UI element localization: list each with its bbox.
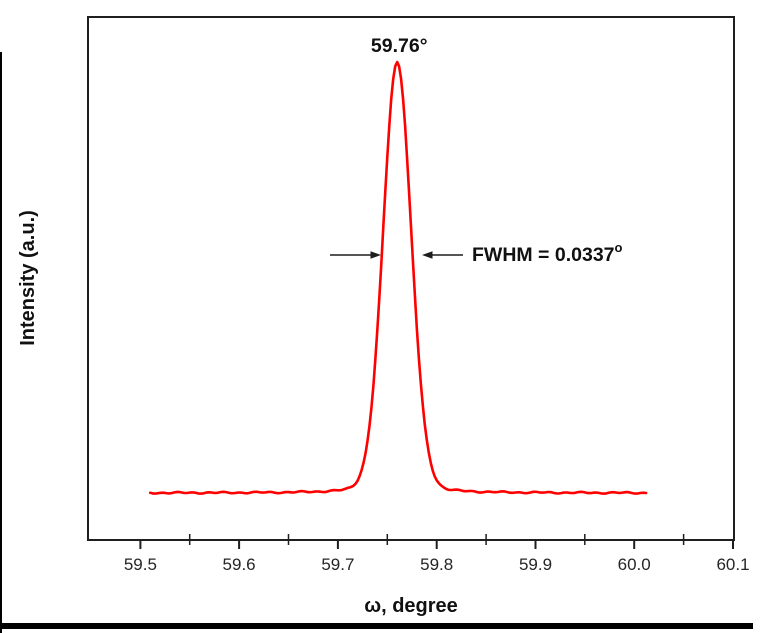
x-tick-label: 59.7 bbox=[321, 555, 354, 574]
x-tick-label: 59.9 bbox=[519, 555, 552, 574]
x-tick-label: 59.5 bbox=[124, 555, 157, 574]
x-tick-label: 60.0 bbox=[618, 555, 651, 574]
x-tick-label: 59.8 bbox=[420, 555, 453, 574]
fwhm-arrows bbox=[330, 251, 463, 259]
x-axis-title: ω, degree bbox=[364, 595, 458, 617]
fwhm-right-arrowhead bbox=[422, 251, 433, 259]
x-tick-label: 59.6 bbox=[223, 555, 256, 574]
x-axis-tick-labels: 59.5 59.6 59.7 59.8 59.9 60.0 60.1 bbox=[124, 555, 750, 574]
fwhm-annotation: FWHM = 0.0337o bbox=[472, 240, 623, 266]
fwhm-annotation-text: FWHM = 0.0337 bbox=[472, 244, 615, 266]
y-axis-title: Intensity (a.u.) bbox=[17, 210, 39, 346]
x-axis-ticks bbox=[139, 534, 734, 549]
rocking-curve-line bbox=[148, 60, 648, 495]
image-border-bottom bbox=[0, 623, 753, 629]
fwhm-annotation-degree-superscript: o bbox=[615, 240, 623, 255]
image-border-left bbox=[0, 52, 2, 633]
fwhm-left-arrowhead bbox=[370, 251, 381, 259]
plot-frame bbox=[87, 16, 735, 541]
peak-position-annotation: 59.76° bbox=[371, 35, 428, 57]
x-tick-label: 60.1 bbox=[716, 555, 749, 574]
